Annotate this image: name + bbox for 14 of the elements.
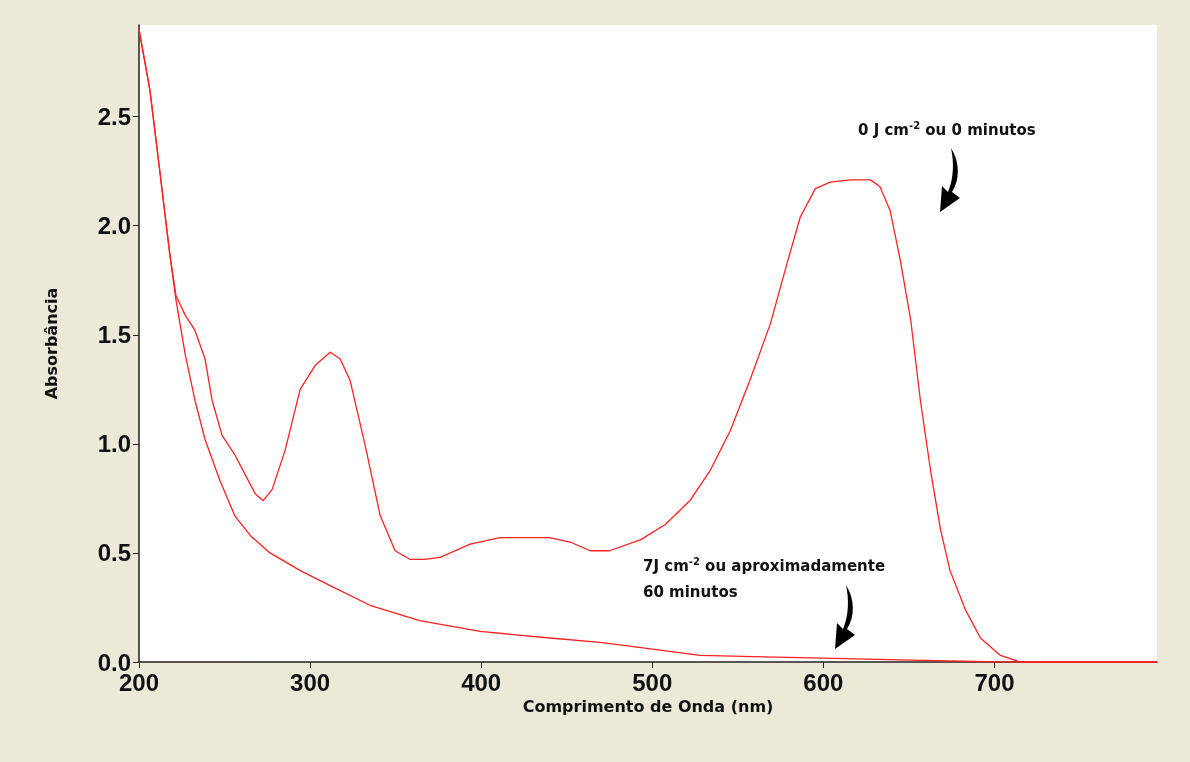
y-tick-label: 2.0 [97, 212, 131, 240]
x-tick-label: 600 [803, 668, 844, 696]
y-axis-title: Absorbância [41, 287, 61, 400]
y-tick-label: 1.5 [97, 321, 131, 349]
y-tick-label: 2.5 [97, 103, 131, 131]
x-axis-title: Comprimento de Onda (nm) [522, 697, 774, 717]
x-tick-label: 400 [461, 668, 502, 696]
annotation: 0 J cm$^{-2}$ ou 0 minutos [858, 119, 1036, 141]
x-tick-label: 700 [974, 668, 1015, 696]
y-tick-label: 1.0 [97, 430, 131, 458]
x-tick-label: 500 [632, 668, 673, 696]
x-tick-label: 300 [290, 668, 331, 696]
y-tick-label: 0.5 [97, 539, 131, 567]
annotation: 7J cm$^{-2}$ ou aproximadamente 60 minutos [643, 555, 886, 603]
